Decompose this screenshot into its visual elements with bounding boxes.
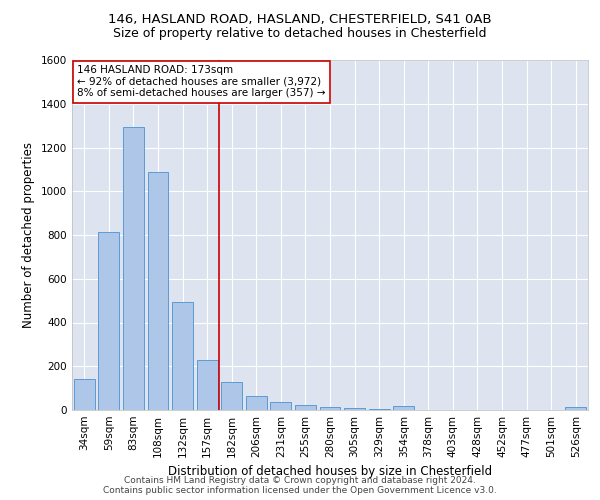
Text: Size of property relative to detached houses in Chesterfield: Size of property relative to detached ho…: [113, 28, 487, 40]
Bar: [344, 408, 365, 410]
Text: Contains HM Land Registry data © Crown copyright and database right 2024.
Contai: Contains HM Land Registry data © Crown c…: [103, 476, 497, 495]
Bar: [123, 126, 144, 410]
Bar: [148, 172, 169, 410]
Bar: [271, 402, 292, 410]
Bar: [246, 396, 267, 410]
Text: 146 HASLAND ROAD: 173sqm
← 92% of detached houses are smaller (3,972)
8% of semi: 146 HASLAND ROAD: 173sqm ← 92% of detach…: [77, 66, 326, 98]
Bar: [197, 360, 218, 410]
Bar: [320, 406, 340, 410]
Text: 146, HASLAND ROAD, HASLAND, CHESTERFIELD, S41 0AB: 146, HASLAND ROAD, HASLAND, CHESTERFIELD…: [108, 12, 492, 26]
Bar: [221, 382, 242, 410]
Bar: [172, 302, 193, 410]
Bar: [368, 409, 389, 410]
Y-axis label: Number of detached properties: Number of detached properties: [22, 142, 35, 328]
Bar: [98, 232, 119, 410]
Bar: [295, 404, 316, 410]
Bar: [565, 407, 586, 410]
Bar: [393, 406, 414, 410]
Bar: [74, 380, 95, 410]
X-axis label: Distribution of detached houses by size in Chesterfield: Distribution of detached houses by size …: [168, 466, 492, 478]
